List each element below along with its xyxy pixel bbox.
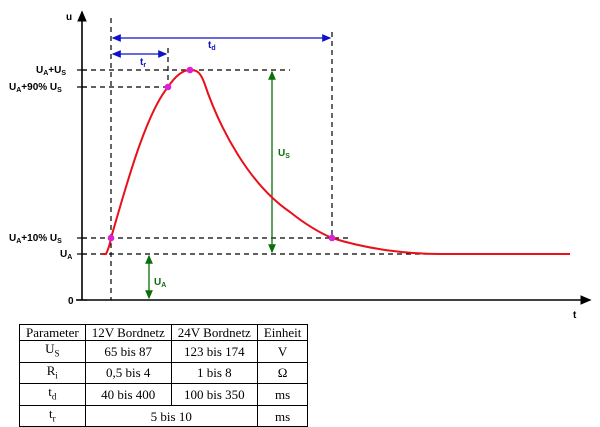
merged-value-cell: 5 bis 10 — [84, 404, 258, 427]
tick-label-ninety: UA+90% US — [9, 82, 62, 94]
unit-cell: ms — [256, 404, 309, 427]
tick-label-peak: UA+US — [36, 65, 66, 77]
unit-cell: ms — [256, 383, 309, 406]
tick-label-base: UA — [60, 249, 72, 261]
x-axis-label: t — [573, 310, 577, 321]
marker-90-rise — [164, 83, 172, 91]
pulse-curve — [102, 68, 570, 255]
td-label: td — [208, 40, 216, 52]
parameter-table: Parameter 12V Bordnetz 24V Bordnetz Einh… — [19, 324, 309, 427]
table-row: Ri 0,5 bis 4 1 bis 8 Ω — [19, 361, 309, 385]
marker-peak — [186, 66, 194, 74]
tick-label-ten: UA+10% US — [9, 233, 62, 245]
y-axis-label: u — [66, 12, 72, 23]
tr-label: tr — [140, 57, 146, 69]
reference-lines — [82, 18, 570, 300]
table-row: US 65 bis 87 123 bis 174 V — [19, 340, 309, 363]
header-unit: Einheit — [256, 324, 309, 341]
value-12v-cell: 65 bis 87 — [84, 340, 172, 363]
table-row: td 40 bis 400 100 bis 350 ms — [19, 383, 309, 406]
param-cell: Ri — [19, 361, 86, 385]
param-cell: td — [19, 383, 86, 406]
value-24v-cell: 100 bis 350 — [170, 383, 258, 406]
tick-label-zero: 0 — [68, 296, 74, 307]
header-12v: 12V Bordnetz — [84, 324, 172, 341]
marker-10-fall — [328, 234, 336, 242]
value-12v-cell: 0,5 bis 4 — [84, 361, 172, 385]
ua-label: UA — [154, 277, 166, 289]
header-24v: 24V Bordnetz — [170, 324, 258, 341]
param-cell: US — [19, 340, 86, 363]
table-row: tr 5 bis 10 ms — [19, 404, 309, 427]
marker-10-rise — [107, 234, 115, 242]
param-cell: tr — [19, 404, 86, 427]
us-label: US — [278, 148, 290, 160]
value-12v-cell: 40 bis 400 — [84, 383, 172, 406]
table-header-row: Parameter 12V Bordnetz 24V Bordnetz Einh… — [19, 324, 309, 341]
unit-cell: Ω — [256, 361, 309, 385]
unit-cell: V — [256, 340, 309, 363]
header-parameter: Parameter — [19, 324, 86, 341]
value-24v-cell: 123 bis 174 — [170, 340, 258, 363]
value-24v-cell: 1 bis 8 — [170, 361, 258, 385]
